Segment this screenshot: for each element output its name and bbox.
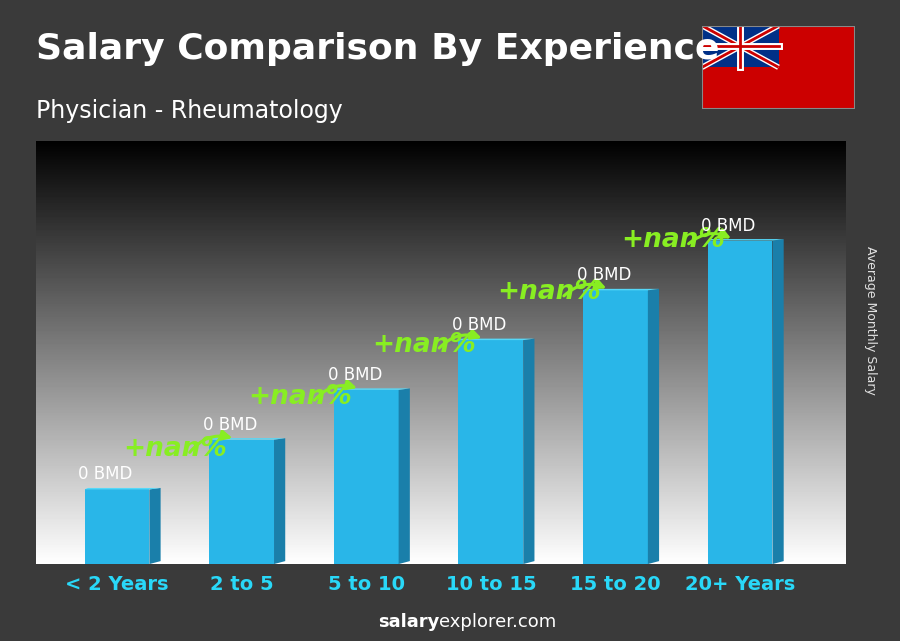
- Text: +nan%: +nan%: [622, 227, 725, 253]
- Polygon shape: [523, 338, 535, 564]
- Text: salary: salary: [378, 613, 439, 631]
- Bar: [458, 340, 523, 564]
- Polygon shape: [149, 488, 160, 564]
- Text: 0 BMD: 0 BMD: [577, 267, 631, 285]
- Polygon shape: [334, 388, 410, 390]
- Polygon shape: [209, 438, 285, 440]
- Text: +nan%: +nan%: [248, 384, 352, 410]
- Text: Physician - Rheumatology: Physician - Rheumatology: [36, 99, 343, 123]
- Polygon shape: [648, 289, 659, 564]
- Text: explorer.com: explorer.com: [439, 613, 556, 631]
- Polygon shape: [707, 239, 784, 240]
- Text: 0 BMD: 0 BMD: [328, 366, 382, 384]
- Polygon shape: [274, 438, 285, 564]
- Polygon shape: [772, 239, 784, 564]
- Text: Average Monthly Salary: Average Monthly Salary: [865, 246, 878, 395]
- Bar: [334, 390, 399, 564]
- Bar: [85, 490, 149, 564]
- Bar: [209, 440, 274, 564]
- Bar: [702, 26, 778, 67]
- Bar: [583, 290, 648, 564]
- Text: +nan%: +nan%: [123, 436, 227, 462]
- Text: Salary Comparison By Experience: Salary Comparison By Experience: [36, 32, 719, 66]
- Polygon shape: [85, 488, 160, 490]
- Text: 0 BMD: 0 BMD: [701, 217, 756, 235]
- Polygon shape: [399, 388, 410, 564]
- Polygon shape: [458, 338, 535, 340]
- Text: 0 BMD: 0 BMD: [78, 465, 132, 483]
- Bar: [707, 240, 772, 564]
- Text: 0 BMD: 0 BMD: [203, 415, 257, 434]
- Text: +nan%: +nan%: [373, 331, 476, 358]
- Text: 0 BMD: 0 BMD: [452, 316, 507, 334]
- Text: +nan%: +nan%: [497, 279, 601, 305]
- Polygon shape: [583, 289, 659, 290]
